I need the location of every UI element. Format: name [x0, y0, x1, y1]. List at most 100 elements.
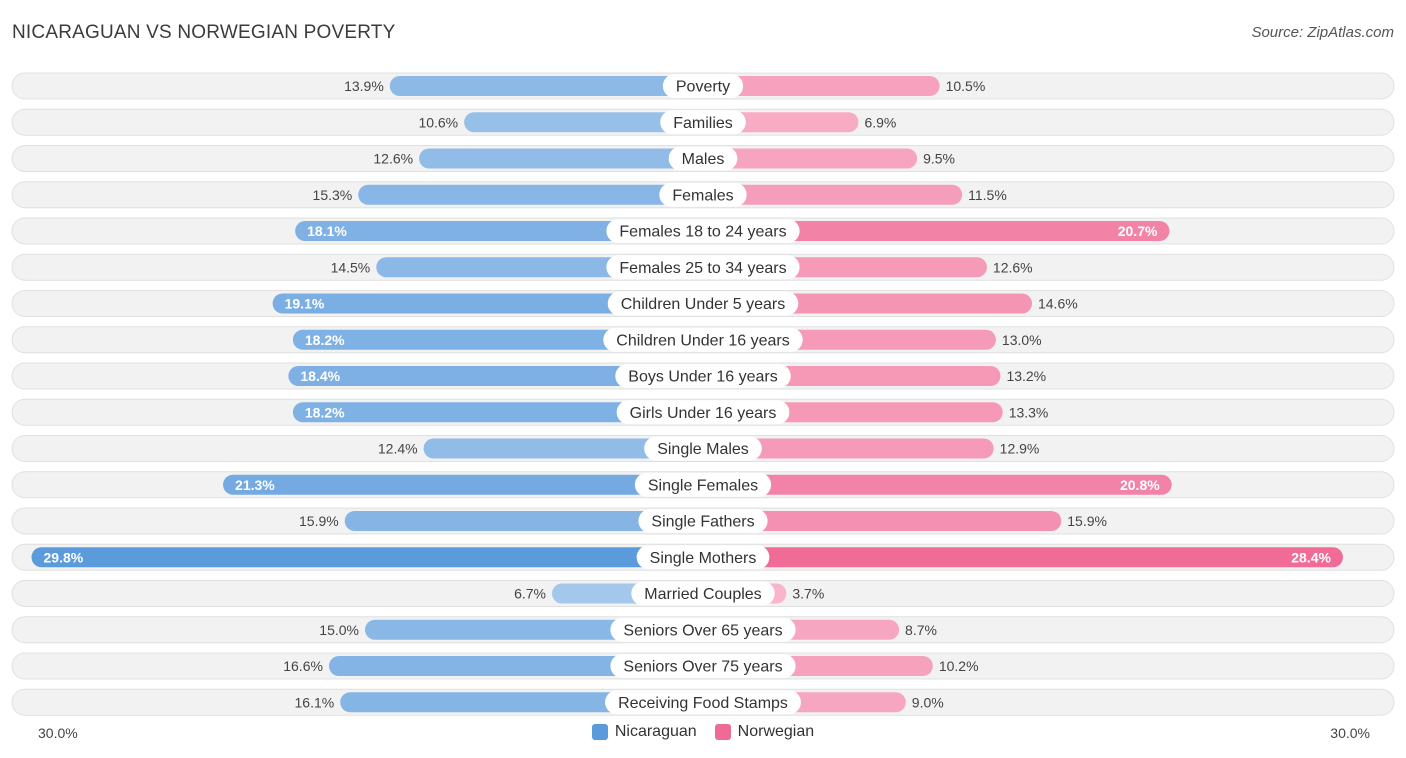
value-label-norwegian: 6.9% [864, 114, 896, 130]
value-label-nicaraguan: 15.0% [319, 622, 359, 638]
bar-norwegian [703, 474, 1172, 495]
category-label-background [636, 545, 770, 570]
category-label: Males [682, 151, 725, 168]
category-label-background [662, 74, 744, 98]
category-label: Females [672, 187, 733, 204]
value-label-norwegian: 28.4% [1291, 549, 1331, 565]
value-label-norwegian: 15.9% [1067, 513, 1107, 529]
legend-item-nicaraguan[interactable]: Nicaraguan [591, 723, 697, 741]
category-label: Single Males [657, 441, 749, 458]
bar-nicaraguan [272, 293, 703, 314]
value-label-norwegian: 11.5% [968, 187, 1007, 203]
axis-label-left: 30.0% [38, 725, 78, 741]
value-label-norwegian: 13.3% [1009, 404, 1049, 420]
bar-norwegian [703, 76, 940, 96]
bar-norwegian [703, 148, 918, 169]
category-label-background [606, 219, 800, 243]
bar-norwegian [703, 511, 1062, 531]
value-label-norwegian: 12.9% [1000, 441, 1040, 457]
value-label-nicaraguan: 10.6% [418, 114, 458, 130]
value-label-norwegian: 9.0% [912, 694, 944, 710]
legend-label-norwegian: Norwegian [737, 723, 815, 740]
category-label-background [659, 182, 747, 207]
category-label: Seniors Over 75 years [623, 659, 782, 676]
category-label: Families [673, 115, 733, 132]
category-label: Poverty [676, 79, 730, 96]
category-label-background [616, 400, 790, 425]
category-label: Girls Under 16 years [630, 405, 777, 422]
value-label-norwegian: 12.6% [993, 259, 1033, 275]
category-label: Receiving Food Stamps [618, 695, 788, 712]
category-label: Boys Under 16 years [628, 369, 777, 386]
value-label-nicaraguan: 18.2% [305, 332, 345, 348]
value-label-norwegian: 10.5% [946, 78, 986, 94]
value-label-nicaraguan: 18.2% [305, 404, 345, 420]
category-label-background [606, 255, 800, 280]
bar-nicaraguan [292, 402, 703, 423]
value-label-norwegian: 20.8% [1120, 477, 1160, 493]
bar-nicaraguan [344, 511, 703, 531]
value-label-norwegian: 13.2% [1006, 368, 1046, 384]
value-label-nicaraguan: 15.9% [299, 513, 339, 529]
legend-swatch-norwegian [714, 724, 731, 740]
category-label-background [610, 654, 796, 678]
bar-nicaraguan [358, 184, 703, 205]
category-label-background [603, 327, 803, 352]
bar-nicaraguan [292, 329, 703, 350]
category-label: Single Females [648, 477, 758, 494]
value-label-nicaraguan: 15.3% [313, 187, 353, 203]
category-label-background [607, 291, 799, 316]
bar-norwegian [703, 184, 963, 205]
category-label-background [631, 581, 775, 606]
axis-label-right: 30.0% [1330, 725, 1370, 741]
category-label: Single Fathers [651, 514, 754, 531]
category-label-background [634, 472, 772, 497]
value-label-nicaraguan: 19.1% [285, 296, 325, 312]
bar-nicaraguan [328, 656, 703, 676]
legend-swatch-nicaraguan [591, 724, 608, 740]
bar-norwegian [703, 438, 994, 459]
legend-item-norwegian[interactable]: Norwegian [714, 723, 815, 741]
category-label: Seniors Over 65 years [623, 622, 782, 639]
category-label-background [668, 146, 738, 171]
value-label-norwegian: 10.2% [939, 658, 979, 674]
value-label-nicaraguan: 18.4% [300, 368, 340, 384]
value-label-norwegian: 20.7% [1118, 223, 1158, 239]
value-label-norwegian: 3.7% [792, 586, 824, 602]
bar-nicaraguan [389, 76, 703, 96]
value-label-norwegian: 9.5% [923, 151, 955, 167]
category-label: Children Under 16 years [616, 332, 789, 349]
bar-norwegian [703, 547, 1343, 568]
legend-label-nicaraguan: Nicaraguan [614, 723, 697, 740]
category-label-background [638, 509, 768, 533]
category-label-background [660, 110, 746, 135]
value-label-norwegian: 13.0% [1002, 332, 1042, 348]
value-label-nicaraguan: 12.6% [373, 151, 413, 167]
category-label-background [610, 617, 796, 642]
category-label: Children Under 5 years [621, 296, 786, 313]
category-label: Females 18 to 24 years [619, 224, 786, 241]
category-label-background [605, 690, 801, 715]
value-label-nicaraguan: 13.9% [344, 78, 384, 94]
bar-nicaraguan [423, 438, 703, 459]
bar-nicaraguan [295, 221, 703, 241]
value-label-nicaraguan: 29.8% [44, 549, 84, 565]
chart-title: NICARAGUAN VS NORWEGIAN POVERTY [12, 22, 396, 43]
bar-nicaraguan [464, 112, 703, 133]
legend: Nicaraguan Norwegian [0, 723, 1406, 741]
value-label-norwegian: 8.7% [905, 622, 937, 638]
category-label: Married Couples [644, 586, 761, 603]
bar-nicaraguan [288, 366, 703, 386]
bar-norwegian [703, 221, 1170, 241]
value-label-nicaraguan: 6.7% [514, 586, 546, 602]
bar-nicaraguan [31, 547, 704, 568]
value-label-nicaraguan: 16.1% [295, 694, 335, 710]
source-label: Source: ZipAtlas.com [1251, 24, 1394, 41]
bar-nicaraguan [223, 474, 704, 495]
category-label-background [644, 436, 762, 461]
value-label-nicaraguan: 21.3% [235, 477, 275, 493]
value-label-nicaraguan: 18.1% [307, 223, 347, 239]
value-label-nicaraguan: 12.4% [378, 441, 418, 457]
category-label: Females 25 to 34 years [619, 260, 786, 277]
